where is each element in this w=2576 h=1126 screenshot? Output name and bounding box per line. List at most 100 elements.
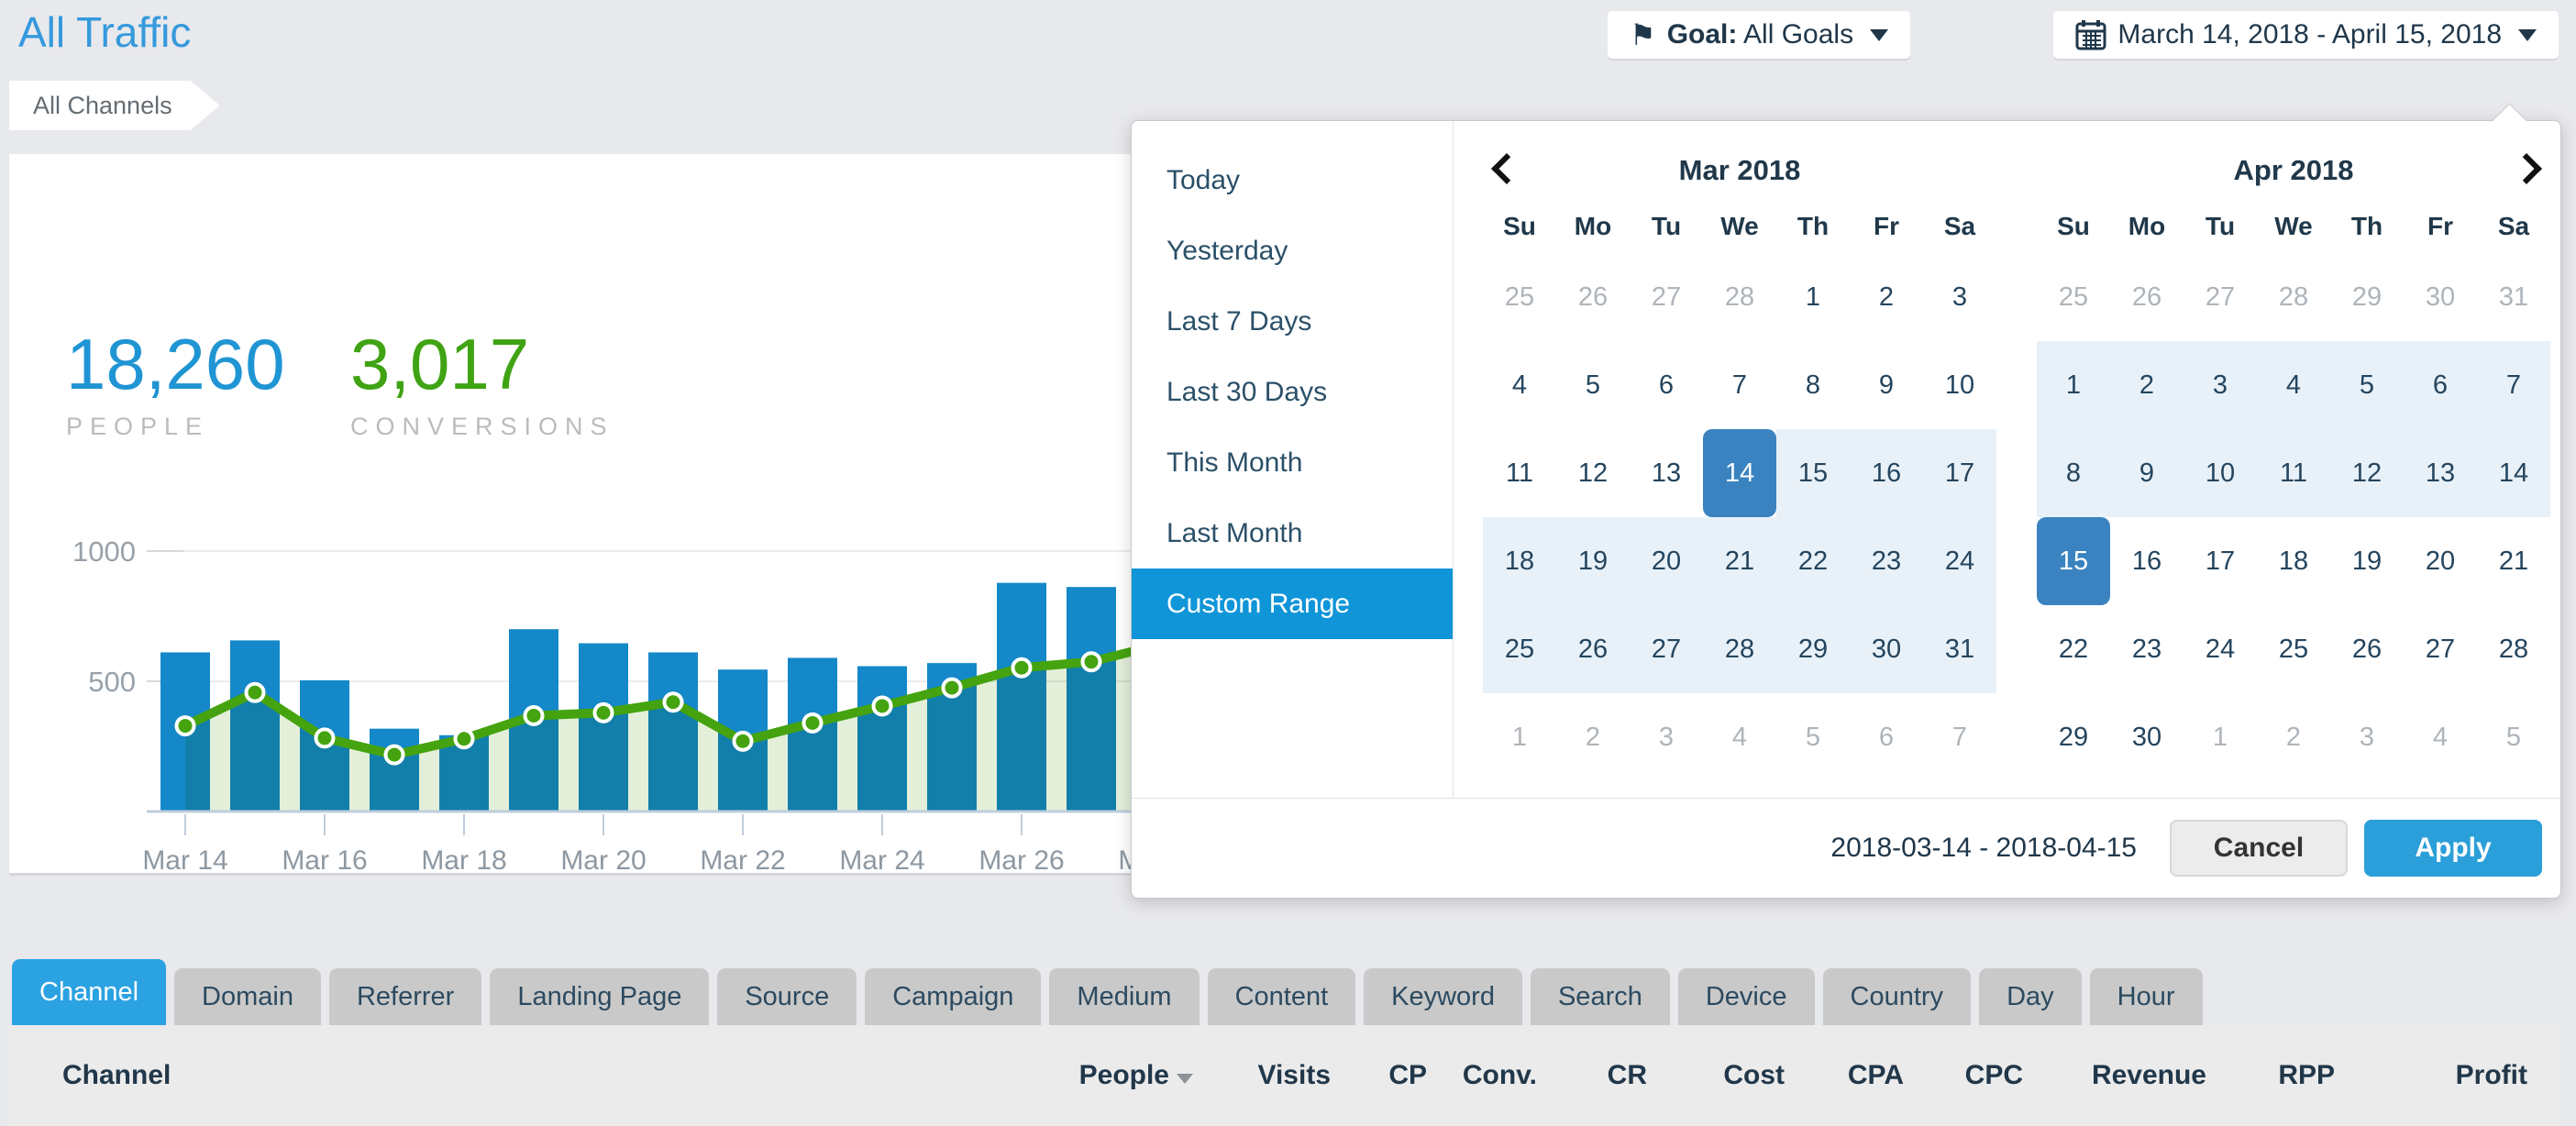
day-cell[interactable]: 4	[1511, 370, 1528, 400]
day-cell[interactable]: 1	[1511, 722, 1528, 752]
day-cell[interactable]: 5	[2505, 722, 2522, 752]
day-cell[interactable]: 6	[1878, 722, 1895, 752]
day-cell[interactable]: 18	[1483, 517, 1556, 605]
day-cell[interactable]: 19	[1556, 517, 1630, 605]
tab-device[interactable]: Device	[1677, 968, 1815, 1025]
day-cell[interactable]: 24	[2205, 634, 2236, 664]
day-cell[interactable]: 3	[2184, 341, 2257, 429]
day-cell[interactable]: 22	[1776, 517, 1850, 605]
column-header-cost[interactable]: Cost	[1723, 1060, 1785, 1090]
day-cell[interactable]: 20	[1630, 517, 1703, 605]
day-cell[interactable]: 11	[2257, 429, 2330, 517]
day-cell[interactable]: 12	[1577, 458, 1609, 488]
day-cell[interactable]: 4	[2432, 722, 2449, 752]
day-cell[interactable]: 30	[2131, 722, 2162, 752]
day-cell[interactable]: 7	[2477, 341, 2550, 429]
day-cell[interactable]: 25	[1504, 282, 1535, 312]
day-cell[interactable]: 9	[2110, 429, 2184, 517]
tab-day[interactable]: Day	[1979, 968, 2082, 1025]
next-month-icon[interactable]	[2511, 153, 2542, 184]
tab-source[interactable]: Source	[717, 968, 857, 1025]
day-cell[interactable]: 8	[1805, 370, 1821, 400]
day-cell[interactable]: 16	[1850, 429, 1923, 517]
preset-today[interactable]: Today	[1166, 165, 1241, 195]
preset-last-month[interactable]: Last Month	[1166, 518, 1303, 548]
preset-last-30-days[interactable]: Last 30 Days	[1166, 377, 1328, 407]
day-cell[interactable]: 21	[2498, 546, 2529, 576]
day-cell[interactable]: 25	[1483, 605, 1556, 693]
date-range-button[interactable]: March 14, 2018 - April 15, 2018	[2053, 11, 2559, 59]
day-cell[interactable]: 29	[1776, 605, 1850, 693]
prev-month-icon[interactable]	[1491, 153, 1522, 184]
day-cell[interactable]: 28	[2278, 282, 2309, 312]
day-cell[interactable]: 11	[1505, 458, 1534, 488]
column-header-cp[interactable]: CP	[1388, 1060, 1427, 1090]
preset-last-7-days[interactable]: Last 7 Days	[1166, 306, 1312, 337]
day-cell[interactable]: 2	[2285, 722, 2302, 752]
day-cell[interactable]: 30	[2425, 282, 2456, 312]
column-header-profit[interactable]: Profit	[2455, 1060, 2527, 1090]
day-cell[interactable]: 28	[1703, 605, 1776, 693]
day-cell[interactable]: 23	[1850, 517, 1923, 605]
day-cell[interactable]: 1	[1805, 282, 1821, 312]
tab-search[interactable]: Search	[1530, 968, 1670, 1025]
day-cell[interactable]: 31	[1923, 605, 1996, 693]
day-cell-selected[interactable]: 14	[1703, 429, 1776, 517]
tab-country[interactable]: Country	[1822, 968, 1972, 1025]
day-cell[interactable]: 26	[2131, 282, 2162, 312]
day-cell[interactable]: 7	[1951, 722, 1968, 752]
day-cell[interactable]: 2	[1585, 722, 1601, 752]
column-header-rpp[interactable]: RPP	[2278, 1060, 2335, 1090]
apply-button[interactable]: Apply	[2364, 820, 2542, 877]
day-cell-selected[interactable]: 15	[2037, 517, 2110, 605]
day-cell[interactable]: 8	[2037, 429, 2110, 517]
day-cell[interactable]: 14	[2477, 429, 2550, 517]
preset-yesterday[interactable]: Yesterday	[1166, 236, 1288, 266]
tab-campaign[interactable]: Campaign	[865, 968, 1042, 1025]
day-cell[interactable]: 4	[2257, 341, 2330, 429]
day-cell[interactable]: 17	[1923, 429, 1996, 517]
day-cell[interactable]: 13	[2404, 429, 2477, 517]
day-cell[interactable]: 18	[2278, 546, 2309, 576]
day-cell[interactable]: 10	[2184, 429, 2257, 517]
day-cell[interactable]: 19	[2351, 546, 2383, 576]
tab-medium[interactable]: Medium	[1049, 968, 1200, 1025]
day-cell[interactable]: 27	[2205, 282, 2236, 312]
tab-hour[interactable]: Hour	[2089, 968, 2203, 1025]
day-cell[interactable]: 28	[1724, 282, 1755, 312]
preset-this-month[interactable]: This Month	[1166, 447, 1303, 478]
day-cell[interactable]: 15	[1776, 429, 1850, 517]
day-cell[interactable]: 26	[1577, 282, 1609, 312]
column-header-cpc[interactable]: CPC	[1964, 1060, 2023, 1090]
day-cell[interactable]: 2	[2110, 341, 2184, 429]
day-cell[interactable]: 26	[2351, 634, 2383, 664]
column-header-people[interactable]: People	[1046, 1060, 1193, 1091]
column-header-revenue[interactable]: Revenue	[2091, 1060, 2206, 1090]
tab-landing-page[interactable]: Landing Page	[490, 968, 710, 1025]
day-cell[interactable]: 13	[1651, 458, 1682, 488]
tab-content[interactable]: Content	[1207, 968, 1356, 1025]
column-header-conv-[interactable]: Conv.	[1462, 1060, 1537, 1090]
goal-selector-button[interactable]: ⚑ Goal: All Goals	[1608, 11, 1911, 59]
day-cell[interactable]: 5	[1585, 370, 1601, 400]
day-cell[interactable]: 29	[2351, 282, 2383, 312]
column-header-cr[interactable]: CR	[1607, 1060, 1647, 1090]
tab-domain[interactable]: Domain	[174, 968, 321, 1025]
day-cell[interactable]: 9	[1878, 370, 1895, 400]
day-cell[interactable]: 24	[1923, 517, 1996, 605]
tab-channel[interactable]: Channel	[12, 959, 167, 1025]
cancel-button[interactable]: Cancel	[2170, 820, 2348, 877]
day-cell[interactable]: 6	[1658, 370, 1675, 400]
day-cell[interactable]: 26	[1556, 605, 1630, 693]
day-cell[interactable]: 25	[2058, 282, 2089, 312]
preset-custom-range[interactable]: Custom Range	[1132, 569, 1453, 639]
day-cell[interactable]: 23	[2131, 634, 2162, 664]
day-cell[interactable]: 27	[1630, 605, 1703, 693]
day-cell[interactable]: 22	[2058, 634, 2089, 664]
tab-keyword[interactable]: Keyword	[1364, 968, 1522, 1025]
day-cell[interactable]: 27	[2425, 634, 2456, 664]
day-cell[interactable]: 3	[1951, 282, 1968, 312]
day-cell[interactable]: 16	[2131, 546, 2162, 576]
day-cell[interactable]: 1	[2037, 341, 2110, 429]
day-cell[interactable]: 29	[2058, 722, 2089, 752]
